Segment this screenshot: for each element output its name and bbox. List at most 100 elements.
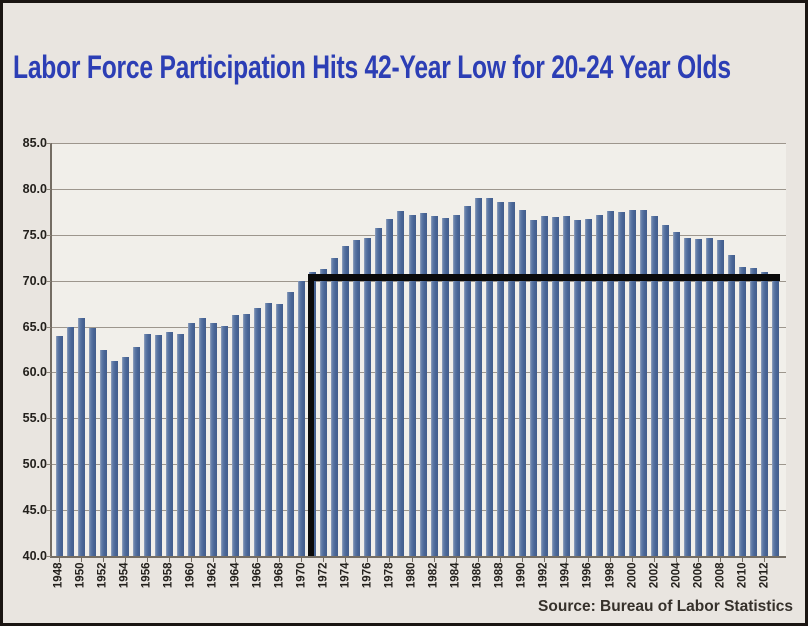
x-axis-tick: [146, 558, 148, 562]
x-axis-label: 1982: [427, 562, 440, 589]
bar-1970: [298, 280, 306, 556]
x-axis-tick: [455, 558, 457, 562]
bar-1976: [364, 237, 372, 556]
bar-1956: [143, 333, 151, 556]
bar-2009: [728, 255, 736, 556]
x-axis-tick: [168, 558, 170, 562]
x-axis-label: 1984: [449, 562, 462, 589]
bar-1978: [386, 219, 394, 556]
x-axis-label: 2000: [626, 562, 639, 589]
bar-2007: [706, 238, 714, 556]
x-axis-label: 1954: [118, 562, 131, 589]
bar-1962: [209, 322, 217, 556]
y-axis-label: 55.0: [22, 411, 47, 426]
y-axis-tick: [46, 418, 51, 420]
bar-1992: [540, 216, 548, 556]
x-axis-line: [50, 556, 786, 558]
y-axis-label: 80.0: [22, 181, 47, 196]
x-axis-label: 2012: [758, 562, 771, 589]
y-axis-line: [50, 143, 52, 558]
x-axis-tick: [654, 558, 656, 562]
x-axis-label: 1986: [471, 562, 484, 589]
bar-2004: [673, 232, 681, 556]
y-axis-tick: [46, 464, 51, 466]
y-axis-label: 75.0: [22, 227, 47, 242]
bar-1965: [243, 313, 250, 556]
x-axis-label: 1970: [295, 562, 308, 589]
bar-1993: [551, 217, 559, 556]
gridline-75.0: [52, 234, 786, 236]
x-axis-label: 1990: [515, 562, 528, 589]
x-axis-label: 1968: [273, 562, 286, 589]
y-axis-tick: [46, 280, 51, 282]
bar-1977: [375, 228, 383, 556]
bar-1949: [66, 326, 74, 556]
x-axis-label: 1978: [383, 562, 396, 589]
x-axis-label: 2004: [670, 562, 683, 589]
y-axis-tick: [46, 188, 51, 190]
bar-1968: [276, 303, 284, 556]
x-axis-tick: [279, 558, 281, 562]
x-axis-label: 2006: [692, 562, 705, 589]
bar-1955: [132, 346, 140, 556]
bar-1990: [518, 210, 526, 556]
x-axis-label: 2002: [648, 562, 661, 589]
bar-1982: [430, 215, 438, 556]
x-axis-label: 1966: [251, 562, 263, 589]
bar-1967: [265, 302, 273, 556]
bar-1988: [496, 201, 504, 556]
x-axis-tick: [80, 558, 82, 562]
y-axis-tick: [46, 234, 51, 236]
bar-2011: [750, 267, 758, 556]
y-axis-tick: [46, 556, 51, 557]
gridline-60.0: [52, 372, 786, 374]
y-axis-label: 50.0: [22, 457, 47, 472]
x-axis-label: 2008: [714, 562, 727, 589]
bar-1984: [452, 214, 460, 556]
x-axis-tick: [411, 558, 413, 562]
gridline-50.0: [52, 464, 786, 466]
x-axis-tick: [543, 558, 545, 562]
gridline-80.0: [52, 188, 786, 190]
x-axis-tick: [235, 558, 236, 562]
bar-1969: [287, 291, 295, 556]
bar-1979: [397, 210, 405, 556]
bar-1991: [529, 220, 537, 556]
bar-1972: [320, 268, 328, 556]
x-axis-tick: [698, 558, 700, 562]
y-axis-label: 45.0: [22, 503, 47, 518]
bar-1957: [154, 334, 162, 556]
x-axis-tick: [190, 558, 192, 562]
bar-1980: [408, 214, 416, 556]
bar-2002: [651, 215, 659, 556]
x-axis-label: 1962: [206, 562, 219, 589]
x-axis-tick: [764, 558, 766, 562]
bar-2005: [684, 238, 692, 556]
x-axis-tick: [212, 558, 214, 562]
x-axis-tick: [565, 558, 567, 562]
bar-2008: [717, 240, 725, 556]
bar-1985: [463, 206, 471, 556]
bar-1951: [88, 327, 96, 556]
x-axis-tick: [389, 558, 391, 562]
bar-1989: [507, 201, 515, 556]
x-axis-label: 1948: [52, 562, 65, 589]
y-axis-tick: [46, 326, 51, 328]
bar-1963: [220, 325, 228, 556]
x-axis-tick: [102, 558, 104, 562]
x-axis-tick: [477, 558, 479, 562]
x-axis-tick: [58, 558, 60, 562]
bar-1973: [331, 257, 339, 556]
plot-area: [52, 143, 786, 556]
x-axis-label: 1972: [317, 562, 330, 589]
bar-1948: [55, 335, 63, 556]
y-axis-label: 40.0: [22, 549, 47, 563]
bar-2000: [629, 210, 637, 556]
y-axis-label: 70.0: [22, 273, 47, 288]
y-axis-label: 65.0: [22, 319, 47, 334]
x-axis-tick: [323, 558, 325, 562]
chart-title: Labor Force Participation Hits 42-Year L…: [13, 49, 731, 85]
bar-1959: [176, 333, 184, 556]
x-axis-label: 1958: [162, 562, 175, 589]
